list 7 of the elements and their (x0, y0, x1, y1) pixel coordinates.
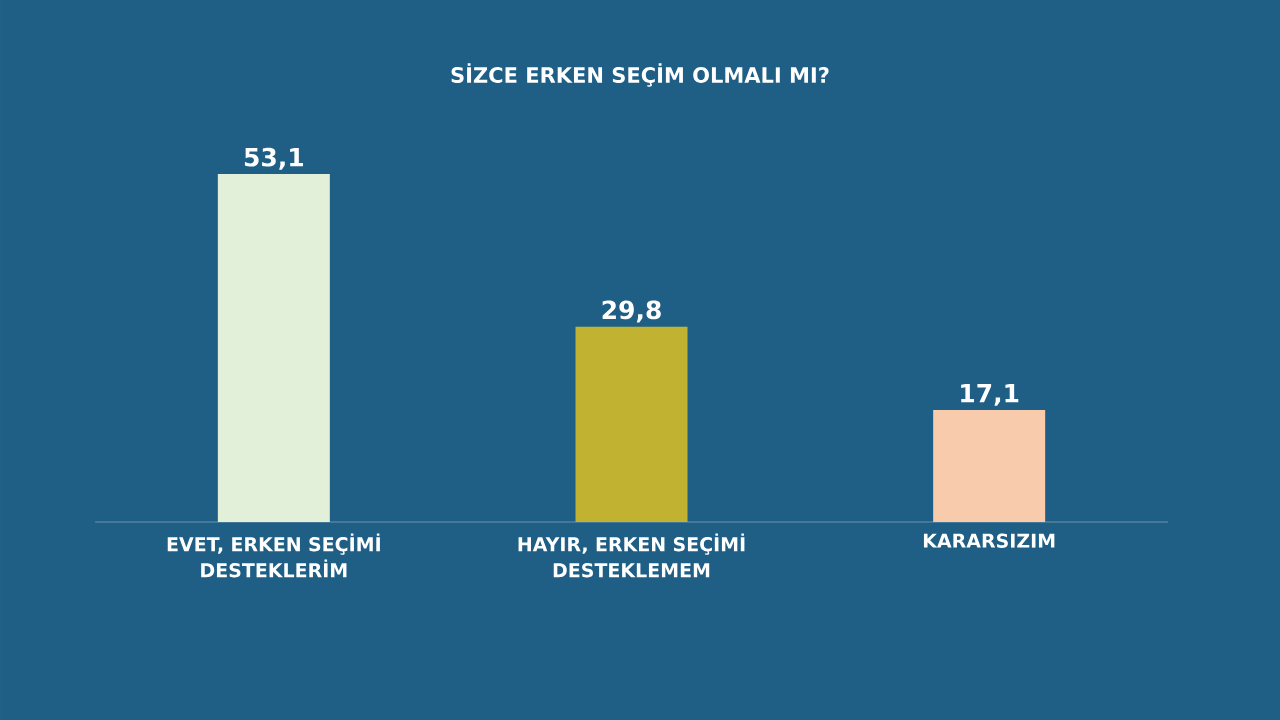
data-label: 17,1 (961, 383, 1019, 406)
x-tick-label: HAYIR, ERKEN SEÇİMİ DESTEKLEMEM (518, 533, 745, 578)
data-label: 29,8 (602, 300, 661, 323)
chart-title: SİZCE ERKEN SEÇİM OLMALI MI? (451, 63, 829, 87)
x-tick-label: KARARSIZIM (923, 533, 1055, 548)
x-tick-label: EVET, ERKEN SEÇİMİ DESTEKLERİM (167, 533, 380, 578)
data-label: 53,1 (244, 147, 303, 170)
